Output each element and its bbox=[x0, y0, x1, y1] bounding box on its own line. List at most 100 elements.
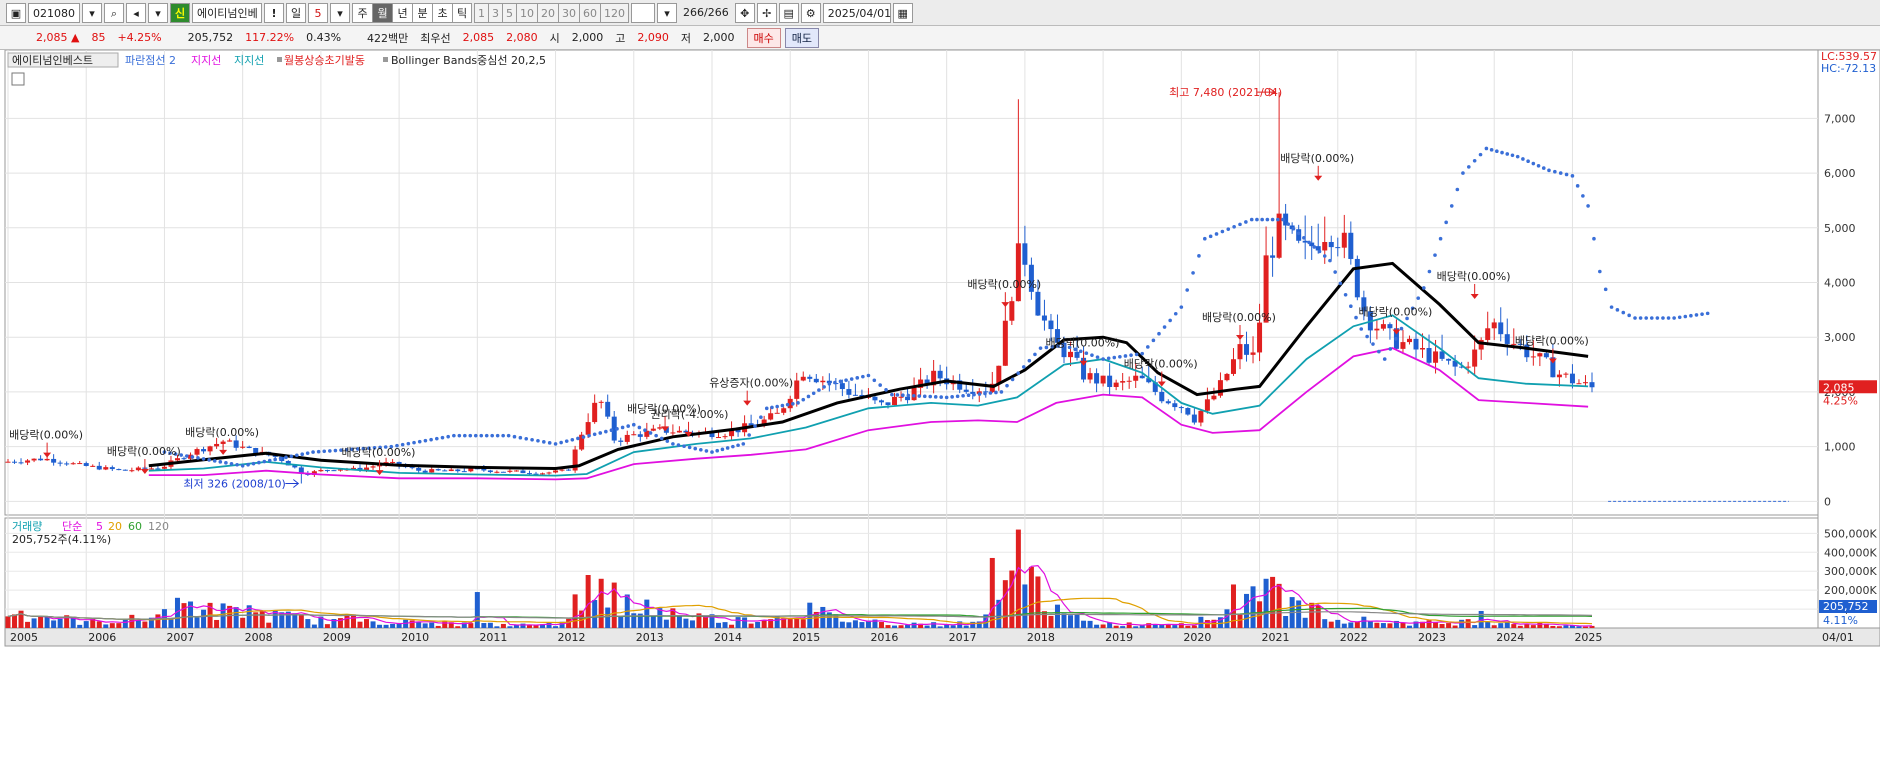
calendar-icon[interactable]: ▦ bbox=[892, 2, 913, 23]
alert-button[interactable]: ! bbox=[264, 2, 284, 23]
sell-button[interactable]: 매도 bbox=[784, 27, 820, 48]
volume-bar bbox=[507, 626, 513, 628]
volume-bar bbox=[1041, 611, 1047, 628]
date-field[interactable]: 2025/04/01 bbox=[822, 2, 891, 23]
candle-body bbox=[233, 440, 239, 448]
psar-dot bbox=[468, 433, 473, 438]
period-tab[interactable]: 분 bbox=[412, 2, 432, 23]
volume-bar bbox=[676, 616, 682, 628]
interval-button[interactable]: 1 bbox=[474, 2, 488, 23]
period-tab[interactable]: 월 bbox=[372, 2, 392, 23]
psar-dot bbox=[1328, 258, 1332, 263]
stock-code-input[interactable]: 021080 bbox=[28, 2, 80, 23]
interval-button[interactable]: 60 bbox=[579, 2, 600, 23]
psar-dot bbox=[687, 445, 692, 450]
psar-dot bbox=[1338, 281, 1343, 286]
hc-value: HC:-72.13 bbox=[1821, 62, 1876, 75]
psar-dot bbox=[884, 388, 888, 392]
volume-bar bbox=[1054, 604, 1060, 628]
candle-body bbox=[1074, 351, 1080, 358]
psar-dot bbox=[423, 438, 428, 443]
volume-current: 205,752주(4.11%) bbox=[12, 533, 111, 546]
interval-button[interactable]: 20 bbox=[537, 2, 558, 23]
interval-button[interactable]: 120 bbox=[600, 2, 629, 23]
period-count-dropdown-icon[interactable]: ▾ bbox=[330, 2, 350, 23]
drawing-tool-icon[interactable]: ✥ bbox=[734, 2, 755, 23]
last-date-label: 04/01 bbox=[1822, 631, 1854, 644]
blank-interval-field[interactable] bbox=[631, 2, 655, 23]
period-count-field[interactable]: 5 bbox=[308, 2, 328, 23]
psar-dot bbox=[1067, 345, 1072, 350]
psar-dot bbox=[791, 401, 795, 406]
volume-bar bbox=[611, 582, 617, 628]
candle-body bbox=[898, 396, 904, 398]
volume-bar bbox=[911, 622, 917, 628]
interval-dropdown-icon[interactable]: ▾ bbox=[657, 2, 677, 23]
volume-bar bbox=[1485, 621, 1491, 628]
menu-dropdown-icon[interactable]: ▾ bbox=[148, 2, 168, 23]
volume-bar bbox=[390, 623, 396, 628]
psar-dot bbox=[1302, 236, 1306, 240]
psar-dot bbox=[1394, 336, 1398, 341]
event-arrow-icon bbox=[1392, 329, 1401, 335]
period-tab[interactable]: 초 bbox=[432, 2, 452, 23]
psar-dot bbox=[741, 442, 746, 446]
volume-bar bbox=[1400, 622, 1406, 628]
psar-dot bbox=[855, 376, 860, 380]
candle-body bbox=[1322, 241, 1328, 251]
psar-dot bbox=[1467, 165, 1471, 169]
candle-body bbox=[787, 398, 793, 409]
period-tab[interactable]: 년 bbox=[392, 2, 412, 23]
psar-dot bbox=[1564, 172, 1569, 177]
psar-dot bbox=[1536, 163, 1541, 168]
psar-dot bbox=[827, 381, 832, 386]
candle-body bbox=[448, 469, 454, 472]
interval-button[interactable]: 10 bbox=[516, 2, 537, 23]
interval-button[interactable]: 3 bbox=[488, 2, 502, 23]
psar-dot bbox=[1226, 227, 1231, 231]
volume-bar bbox=[1302, 617, 1308, 628]
candle-body bbox=[1582, 382, 1588, 384]
period-tab[interactable]: 주 bbox=[352, 2, 372, 23]
psar-dot bbox=[1312, 245, 1317, 249]
candle-body bbox=[1335, 247, 1341, 249]
candle-body bbox=[103, 467, 109, 470]
candle-body bbox=[298, 467, 304, 474]
volume-bar bbox=[839, 621, 845, 628]
period-day-button[interactable]: 일 bbox=[286, 2, 306, 23]
buy-button[interactable]: 매수 bbox=[746, 27, 781, 48]
psar-dot bbox=[1179, 305, 1184, 309]
sound-icon[interactable]: ◂ bbox=[126, 2, 146, 23]
volume-bar bbox=[1524, 623, 1530, 628]
candle-body bbox=[435, 469, 441, 471]
search-icon[interactable]: ⌕ bbox=[104, 2, 124, 23]
candle-body bbox=[807, 376, 813, 379]
period-tab[interactable]: 틱 bbox=[452, 2, 472, 23]
candle-body bbox=[813, 378, 819, 383]
psar-dot bbox=[720, 447, 725, 452]
volume-bar bbox=[996, 599, 1002, 628]
volume-bar bbox=[1393, 620, 1399, 628]
event-annotation: 배당락(0.00%) bbox=[107, 445, 181, 458]
volume-bar bbox=[370, 621, 376, 628]
price-chart[interactable]: 7,0006,0005,0004,0003,0002,0001,00002005… bbox=[0, 50, 1880, 774]
event-arrow-icon bbox=[219, 449, 228, 455]
code-dropdown-icon[interactable]: ▾ bbox=[82, 2, 102, 23]
stock-name-field[interactable]: 에이티넘인베 bbox=[192, 2, 262, 23]
psar-dot bbox=[1472, 158, 1477, 163]
candle-body bbox=[748, 423, 754, 426]
gear-icon[interactable]: ⚙ bbox=[800, 2, 821, 23]
interval-button[interactable]: 30 bbox=[558, 2, 579, 23]
volume-bar bbox=[1081, 620, 1087, 628]
interval-button[interactable]: 5 bbox=[502, 2, 516, 23]
volume-bar bbox=[846, 622, 852, 628]
psar-dot bbox=[218, 460, 223, 464]
save-icon[interactable]: ▤ bbox=[778, 2, 799, 23]
volume-bar bbox=[1374, 622, 1380, 628]
volume-bar bbox=[188, 601, 194, 628]
price-tick-label: 5,000 bbox=[1824, 222, 1856, 235]
chart-menu-icon[interactable]: ▣ bbox=[6, 2, 26, 23]
candle-body bbox=[468, 468, 474, 472]
candle-body bbox=[318, 470, 324, 472]
crosshair-icon[interactable]: ✢ bbox=[756, 2, 777, 23]
